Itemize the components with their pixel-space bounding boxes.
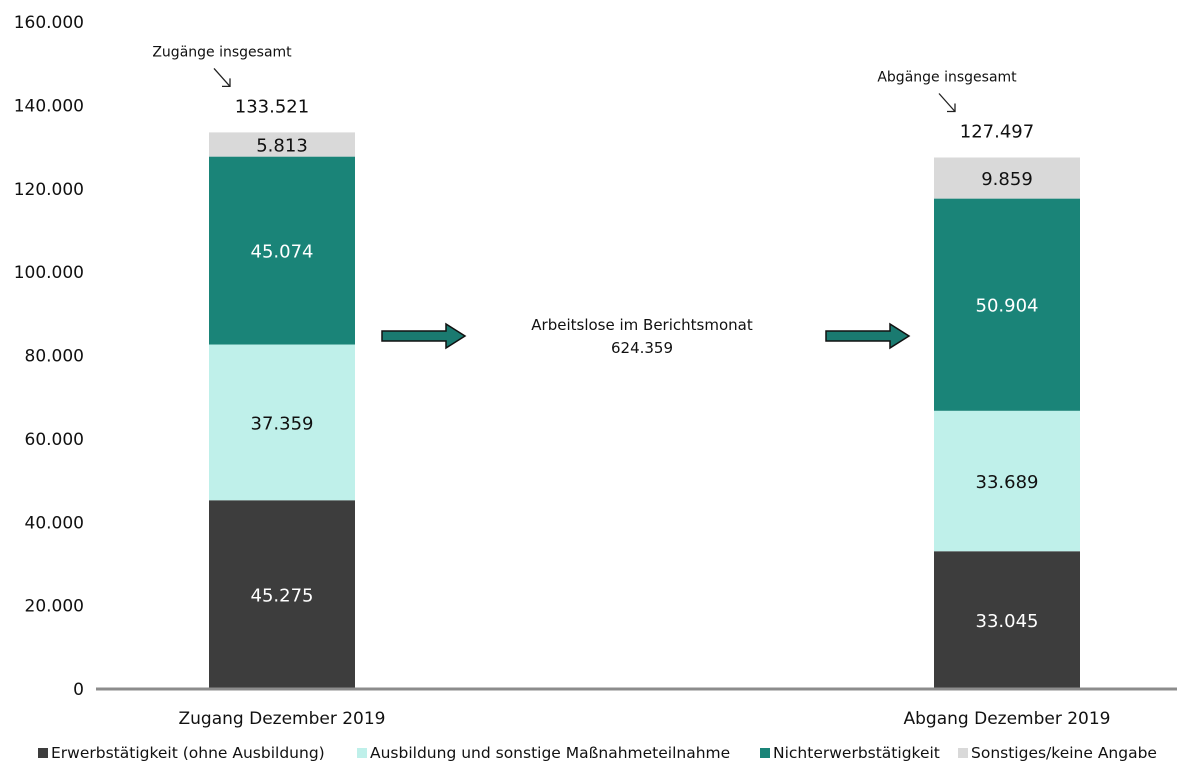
- y-axis: 0 20.000 40.000 60.000 80.000 100.000 120.000 1…: [14, 13, 84, 700]
- legend: Erwerbstätigkeit (ohne Ausbildung) Ausbil…: [38, 744, 1157, 762]
- y-tick-label: 20.000: [25, 597, 84, 617]
- data-label: 5.813: [256, 136, 308, 157]
- annotation-arrow: [938, 93, 956, 112]
- annotation-arrowhead: [222, 78, 231, 88]
- annotation-arrow: [213, 67, 231, 87]
- legend-label: Ausbildung und sonstige Maßnahmeteilnahm…: [370, 744, 730, 762]
- bar-segment: [209, 500, 355, 689]
- annotation-arrowhead: [947, 103, 956, 113]
- y-tick-label: 60.000: [25, 430, 84, 450]
- data-label: 33.045: [976, 611, 1039, 632]
- data-label: 33.689: [976, 472, 1039, 493]
- legend-swatch: [760, 748, 770, 758]
- annotations: 133.521 Zugänge insgesamt 127.497 Abgänge i…: [152, 44, 1034, 142]
- y-tick-label: 40.000: [25, 513, 84, 533]
- legend-label: Nichterwerbstätigkeit: [773, 744, 940, 762]
- bar-segment: [934, 198, 1080, 411]
- y-tick-label: 100.000: [14, 263, 84, 283]
- bar-segment: [934, 551, 1080, 689]
- legend-swatch: [38, 748, 48, 758]
- bar-segment: [934, 410, 1080, 552]
- y-tick-label: 140.000: [14, 96, 84, 116]
- bar-segment: [209, 344, 355, 501]
- bar-segment: [209, 156, 355, 345]
- legend-label: Sonstiges/keine Angabe: [971, 744, 1157, 762]
- legend-swatch: [958, 748, 968, 758]
- legend-swatch: [357, 748, 367, 758]
- total-annotation: Zugänge insgesamt: [152, 44, 292, 60]
- x-tick-label: Zugang Dezember 2019: [179, 709, 386, 729]
- bar-segment: [209, 132, 355, 157]
- center-value: 624.359: [611, 339, 673, 357]
- bar-segment: [934, 157, 1080, 199]
- y-tick-label: 160.000: [14, 13, 84, 33]
- data-label: 45.275: [251, 586, 314, 607]
- y-tick-label: 0: [73, 680, 84, 700]
- flow-arrow: [381, 322, 467, 350]
- legend-label: Erwerbstätigkeit (ohne Ausbildung): [51, 744, 325, 762]
- data-label: 9.859: [981, 169, 1033, 190]
- x-tick-label: Abgang Dezember 2019: [904, 709, 1111, 729]
- y-tick-label: 120.000: [14, 180, 84, 200]
- data-label: 45.074: [251, 242, 314, 263]
- total-label: 127.497: [960, 121, 1034, 142]
- center-block: Arbeitslose im Berichtsmonat 624.359: [381, 316, 911, 357]
- center-title: Arbeitslose im Berichtsmonat: [531, 316, 753, 334]
- data-label: 50.904: [976, 296, 1039, 317]
- total-label: 133.521: [235, 96, 309, 117]
- total-annotation: Abgänge insgesamt: [877, 69, 1017, 85]
- bars: 45.275 37.359 45.074 5.813 Zugang Dezember 2…: [96, 132, 1177, 729]
- data-label: 37.359: [251, 413, 314, 434]
- y-tick-label: 80.000: [25, 347, 84, 367]
- flow-arrow: [825, 322, 911, 350]
